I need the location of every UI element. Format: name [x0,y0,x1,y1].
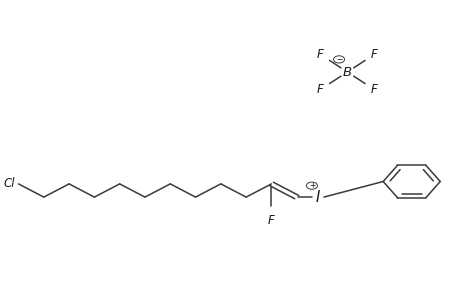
Text: −: − [335,55,341,64]
Text: F: F [316,83,323,96]
Text: F: F [370,48,377,61]
Text: Cl: Cl [3,177,15,190]
Text: F: F [268,214,274,227]
Text: B: B [342,65,351,79]
Text: F: F [370,83,377,96]
Text: I: I [314,190,319,205]
Text: F: F [316,48,323,61]
Text: +: + [308,181,314,190]
